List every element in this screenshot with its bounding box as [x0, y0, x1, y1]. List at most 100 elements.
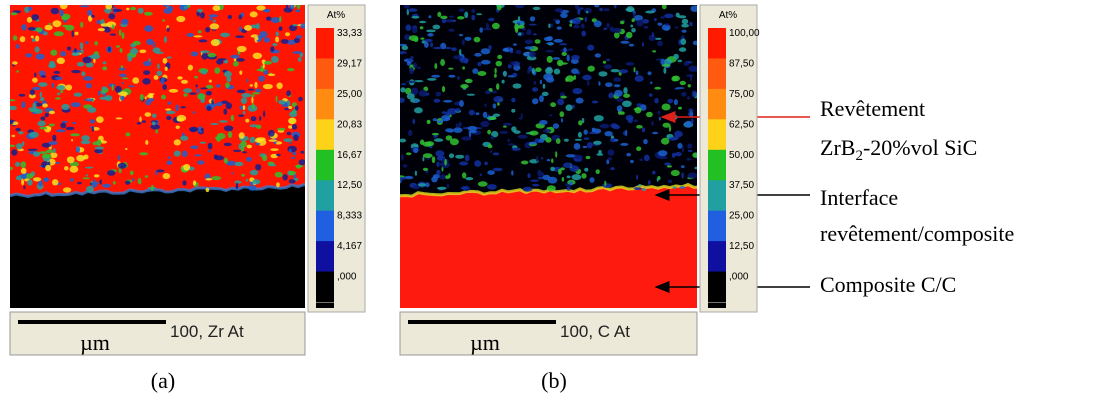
speck [620, 142, 629, 146]
speck [70, 178, 74, 182]
speck [594, 5, 600, 8]
speck [445, 135, 453, 141]
speck [440, 59, 445, 66]
speck [462, 172, 467, 179]
speck [65, 84, 73, 91]
speck [117, 91, 128, 96]
speck [495, 60, 503, 67]
speck [102, 61, 107, 65]
speck [551, 158, 554, 164]
speck [263, 110, 266, 118]
colorbar-label: 4,167 [337, 241, 362, 252]
speck [208, 103, 217, 107]
speck [517, 134, 528, 139]
speck [252, 52, 262, 59]
speck [210, 39, 220, 47]
speck [529, 16, 536, 22]
speck [167, 5, 174, 11]
speck [689, 21, 693, 27]
speck [582, 74, 592, 81]
speck [10, 99, 16, 102]
speck [459, 161, 469, 166]
speck [589, 131, 596, 135]
speck [602, 60, 607, 64]
speck [71, 69, 81, 74]
speck [256, 23, 260, 30]
speck [287, 68, 295, 72]
speck [237, 50, 241, 55]
speck [550, 23, 554, 28]
speck [558, 168, 562, 175]
colorbar-swatch [708, 119, 726, 151]
speck [241, 173, 245, 177]
speck [251, 94, 255, 98]
speck [208, 14, 219, 18]
speck [66, 46, 72, 51]
speck [45, 149, 54, 154]
speck [93, 174, 100, 178]
speck [235, 182, 239, 190]
speck [511, 170, 514, 176]
speck [518, 32, 522, 36]
speck [256, 124, 262, 129]
speck [545, 42, 555, 45]
speck [625, 129, 628, 137]
speck [428, 15, 432, 19]
speck [614, 31, 620, 39]
speck [565, 77, 569, 82]
speck [571, 174, 582, 181]
speck [573, 75, 577, 80]
speck [453, 127, 463, 133]
speck [467, 125, 478, 132]
speck [492, 167, 503, 172]
colorbar-swatch [708, 149, 726, 181]
speck [184, 5, 188, 9]
speck [636, 125, 643, 129]
colorbar-label: 12,50 [337, 180, 362, 191]
speck [657, 110, 661, 115]
speck [652, 170, 656, 175]
speck [681, 145, 685, 153]
annotation: ZrB2-20%vol SiC [820, 135, 977, 164]
speck [420, 37, 425, 40]
speck [194, 154, 202, 157]
speck [99, 96, 109, 100]
speck [39, 126, 48, 130]
speck [692, 40, 697, 46]
speck [552, 57, 561, 60]
speck [578, 120, 583, 126]
speck [560, 167, 565, 171]
speck [265, 69, 269, 75]
speck [679, 80, 686, 86]
speck [642, 188, 646, 191]
speck [255, 164, 262, 171]
speck [165, 110, 176, 115]
speck [451, 47, 457, 51]
speck [561, 118, 563, 123]
speck [691, 90, 697, 98]
speck [553, 18, 559, 21]
speck [44, 24, 53, 31]
speck [77, 181, 82, 185]
speck [33, 177, 42, 182]
speck [663, 67, 667, 74]
speck [599, 7, 604, 12]
speck [87, 9, 93, 17]
speck [427, 78, 437, 81]
speck [190, 51, 199, 57]
speck [645, 10, 655, 14]
speck [242, 151, 248, 154]
speck [101, 86, 108, 91]
speck [296, 5, 301, 9]
speck [487, 129, 491, 135]
speck [517, 25, 525, 29]
speck [654, 97, 659, 104]
scale-bar [18, 320, 166, 324]
speck [201, 52, 209, 60]
speck [449, 138, 459, 146]
speck [108, 13, 116, 20]
speck [546, 185, 556, 192]
speck [233, 61, 239, 67]
speck [455, 123, 459, 128]
speck [181, 79, 188, 84]
